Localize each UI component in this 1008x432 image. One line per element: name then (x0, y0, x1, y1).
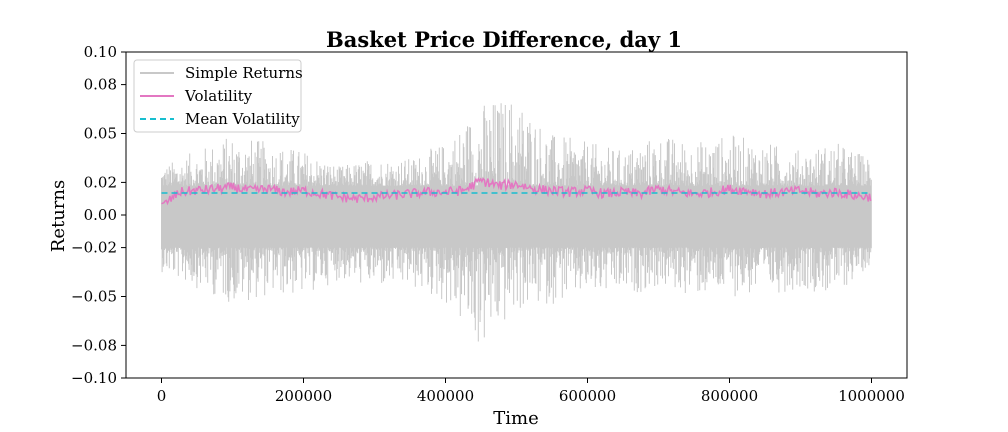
simple-returns-line (161, 103, 872, 342)
x-tick-label: 1000000 (838, 387, 905, 405)
y-tick-label: 0.10 (84, 43, 117, 61)
simple-returns-series (161, 103, 872, 342)
legend-label-simple-returns: Simple Returns (185, 64, 303, 82)
y-tick-label: −0.05 (71, 288, 117, 306)
x-axis-label: Time (493, 408, 538, 429)
y-tick-label: 0.08 (84, 76, 117, 94)
legend-label-volatility: Volatility (184, 87, 253, 105)
x-axis: 0 200000 400000 600000 800000 1000000 (157, 378, 905, 405)
plot-area (125, 51, 908, 379)
y-tick-label: −0.10 (71, 369, 117, 387)
x-tick-label: 800000 (701, 387, 758, 405)
x-tick-label: 400000 (417, 387, 474, 405)
y-tick-label: 0.02 (84, 173, 117, 191)
y-tick-label: −0.08 (71, 336, 117, 354)
legend: Simple Returns Volatility Mean Volatilit… (133, 59, 303, 133)
y-tick-label: −0.02 (71, 239, 117, 257)
x-tick-label: 600000 (559, 387, 616, 405)
chart-title: Basket Price Difference, day 1 (326, 27, 682, 52)
x-tick-label: 0 (157, 387, 167, 405)
legend-box (133, 59, 302, 133)
y-axis: 0.10 0.08 0.05 0.02 0.00 −0.02 −0.05 −0.08 −0.10 (71, 43, 126, 387)
y-tick-label: 0.05 (84, 125, 117, 143)
x-tick-label: 200000 (275, 387, 332, 405)
legend-label-mean-volatility: Mean Volatility (185, 110, 300, 128)
y-tick-label: 0.00 (84, 206, 117, 224)
y-axis-label: Returns (48, 180, 69, 252)
